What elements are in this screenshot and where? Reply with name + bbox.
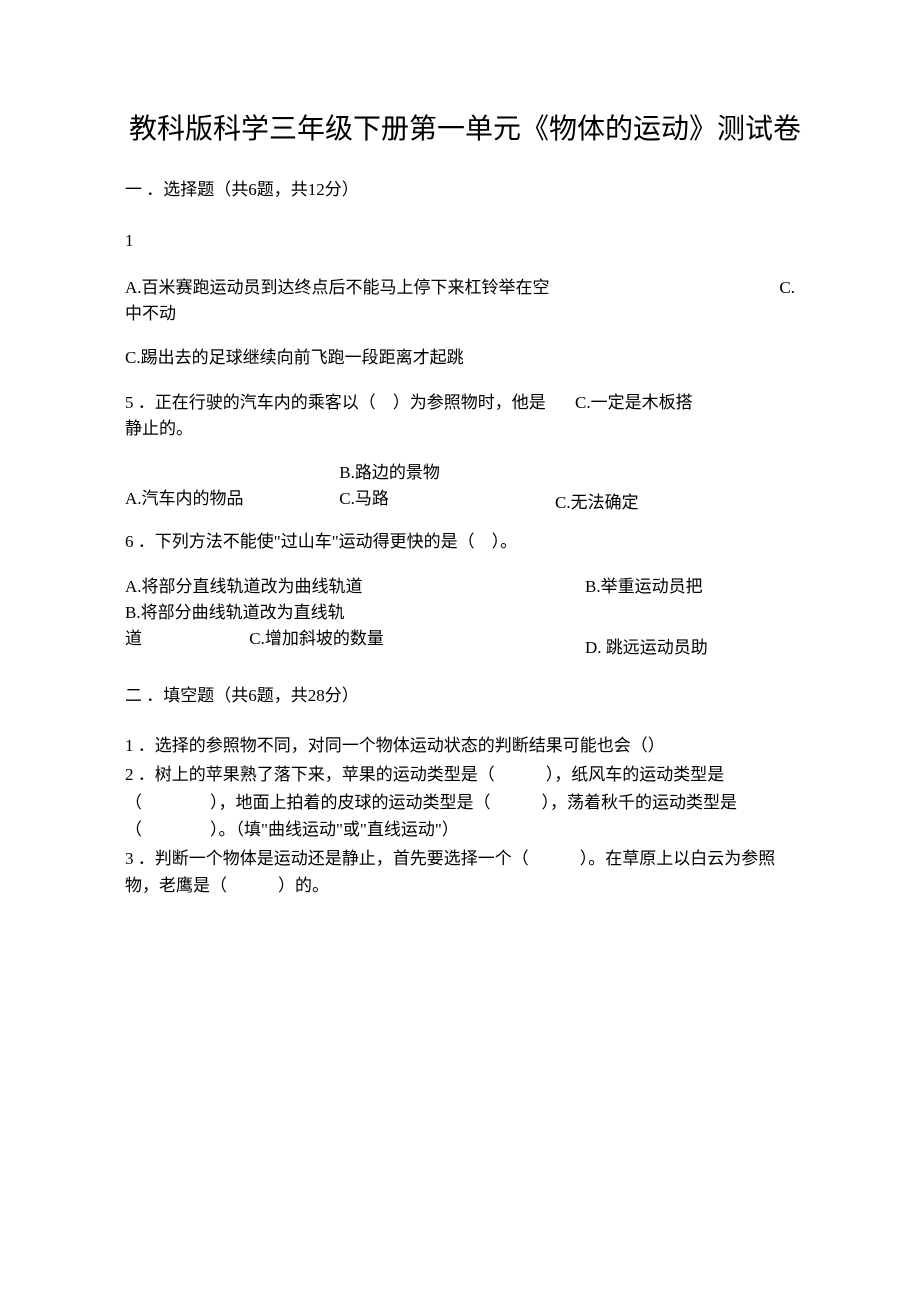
q5-right: C.一定是木板搭 xyxy=(575,390,805,416)
q1-option-a: A.百米赛跑运动员到达终点后不能马上停下来杠铃举在空中不动 xyxy=(125,275,555,328)
q6-option-a: A.将部分直线轨道改为曲线轨道 xyxy=(125,574,425,600)
q6-right2: D. 跳远运动员助 xyxy=(585,635,805,661)
section-1-header: 一 ．选择题（共6题，共12分） xyxy=(125,177,805,203)
fill-q3: 3 ．判断一个物体是运动还是静止，首先要选择一个（ ）。在草原上以白云为参照物，… xyxy=(125,845,805,899)
document-title: 教科版科学三年级下册第一单元《物体的运动》测试卷 xyxy=(125,110,805,149)
q6-option-c: C.增加斜坡的数量 xyxy=(249,629,384,648)
q1-option-c2: C.踢出去的足球继续向前飞跑一段距离才起跳 xyxy=(125,345,805,371)
q6-option-b: B.将部分曲线轨道改为直线轨 xyxy=(125,600,345,626)
q5-text: 5 ．正在行驶的汽车内的乘客以（ ）为参照物时，他是静止的。 xyxy=(125,390,555,443)
q5-option-c: C.马路 xyxy=(339,486,440,512)
q5-option-a: A.汽车内的物品 xyxy=(125,486,335,512)
q5-right2: C.无法确定 xyxy=(555,490,805,516)
fill-q2: 2 ．树上的苹果熟了落下来，苹果的运动类型是（ ），纸风车的运动类型是（ ），地… xyxy=(125,761,805,843)
q6-right: B.举重运动员把 xyxy=(585,574,805,600)
q6-optb-cont: 道 xyxy=(125,626,245,652)
q1-number: 1 xyxy=(125,231,805,251)
q1-option-c-right: C. xyxy=(575,275,805,301)
fill-q1: 1 ．选择的参照物不同，对同一个物体运动状态的判断结果可能也会（） xyxy=(125,732,805,759)
section-2-header: 二 ．填空题（共6题，共28分） xyxy=(125,683,805,709)
q6-text: 6 ．下列方法不能使"过山车"运动得更快的是（ ）。 xyxy=(125,529,805,555)
q5-option-b: B.路边的景物 xyxy=(339,460,440,486)
